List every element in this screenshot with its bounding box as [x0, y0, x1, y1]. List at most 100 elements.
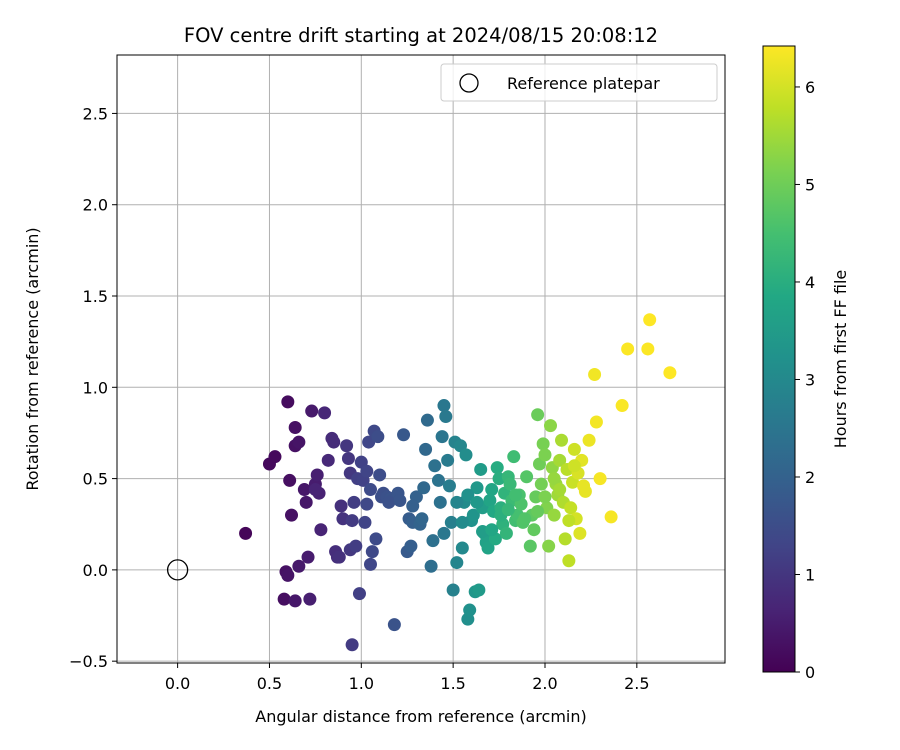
y-tick-label: 0.5 [83, 470, 108, 489]
x-tick-label: 2.5 [624, 674, 649, 693]
legend-reference-marker [459, 73, 479, 93]
y-axis-ticks: −0.5 0.0 0.5 1.0 1.5 2.0 2.5 [69, 104, 117, 671]
data-point [297, 483, 311, 497]
data-point [518, 512, 532, 526]
data-point [527, 523, 541, 537]
data-point [577, 479, 591, 493]
data-point [543, 419, 557, 433]
data-point [321, 453, 335, 467]
data-point [435, 430, 449, 444]
data-point [314, 523, 328, 537]
data-point [424, 559, 438, 573]
data-point [509, 488, 523, 502]
data-point [641, 342, 655, 356]
legend: Reference platepar [440, 63, 718, 102]
data-point [547, 472, 561, 486]
data-point [485, 483, 499, 497]
data-point [327, 435, 341, 449]
data-point [547, 508, 561, 522]
data-point [573, 526, 587, 540]
data-point [442, 479, 456, 493]
data-point [455, 541, 469, 555]
data-point [499, 526, 513, 540]
x-tick-label: 0.0 [165, 674, 190, 693]
data-point [301, 550, 315, 564]
data-point [459, 448, 473, 462]
data-point [485, 523, 499, 537]
data-point [292, 559, 306, 573]
y-tick-label: 1.0 [83, 378, 108, 397]
data-point [567, 442, 581, 456]
colorbar-tick-label: 1 [805, 565, 815, 584]
data-point [288, 594, 302, 608]
data-point [397, 428, 411, 442]
data-point [347, 495, 361, 509]
colorbar-label: Hours from first FF file [831, 270, 850, 449]
data-point [277, 592, 291, 606]
data-point [404, 539, 418, 553]
data-point [604, 510, 618, 524]
x-tick-label: 1.5 [440, 674, 465, 693]
data-point [365, 545, 379, 559]
data-point [363, 483, 377, 497]
data-point [520, 470, 534, 484]
data-point [371, 430, 385, 444]
x-axis-label: Angular distance from reference (arcmin) [255, 707, 586, 726]
y-axis-label: Rotation from reference (arcmin) [23, 227, 42, 490]
colorbar-tick-label: 6 [805, 78, 815, 97]
data-point [334, 499, 348, 513]
data-point [483, 494, 497, 508]
gridlines [117, 55, 725, 663]
data-point [538, 448, 552, 462]
data-point [564, 501, 578, 515]
chart-title: FOV centre drift starting at 2024/08/15 … [184, 24, 658, 47]
data-point [470, 481, 484, 495]
x-tick-label: 2.0 [532, 674, 557, 693]
data-point [303, 592, 317, 606]
data-point [308, 483, 322, 497]
data-point [283, 473, 297, 487]
data-points [239, 313, 677, 652]
x-tick-label: 0.5 [257, 674, 282, 693]
data-point [663, 366, 677, 380]
x-tick-label: 1.0 [349, 674, 374, 693]
data-point [439, 410, 453, 424]
data-point [433, 495, 447, 509]
data-point [446, 583, 460, 597]
data-point [562, 514, 576, 528]
plot-area: 0.0 0.5 1.0 1.5 2.0 2.5 −0.5 0.0 0.5 1.0 1.5 2.0 2.… [69, 54, 726, 693]
data-point [318, 406, 332, 420]
data-point [503, 477, 517, 491]
data-point [285, 508, 299, 522]
data-point [417, 481, 431, 495]
y-tick-label: 1.5 [83, 287, 108, 306]
colorbar-tick-label: 2 [805, 468, 815, 487]
data-point [299, 495, 313, 509]
data-point [463, 603, 477, 617]
legend-box [440, 63, 718, 102]
data-point [431, 473, 445, 487]
data-point [470, 495, 484, 509]
y-tick-label: −0.5 [69, 652, 108, 671]
data-point [643, 313, 657, 327]
data-point [360, 497, 374, 511]
plot-frame [116, 54, 726, 664]
data-point [615, 399, 629, 413]
data-point [562, 554, 576, 568]
data-point [529, 490, 543, 504]
data-point [406, 499, 420, 513]
data-point [542, 539, 556, 553]
data-point [588, 368, 602, 382]
data-point [558, 532, 572, 546]
data-point [534, 477, 548, 491]
data-point [437, 399, 451, 413]
data-point [373, 468, 387, 482]
data-point [332, 550, 346, 564]
data-point [531, 408, 545, 422]
data-point [461, 488, 475, 502]
data-point [589, 415, 603, 429]
data-point [369, 532, 383, 546]
data-point [288, 420, 302, 434]
data-point [444, 515, 458, 529]
data-point [292, 435, 306, 449]
